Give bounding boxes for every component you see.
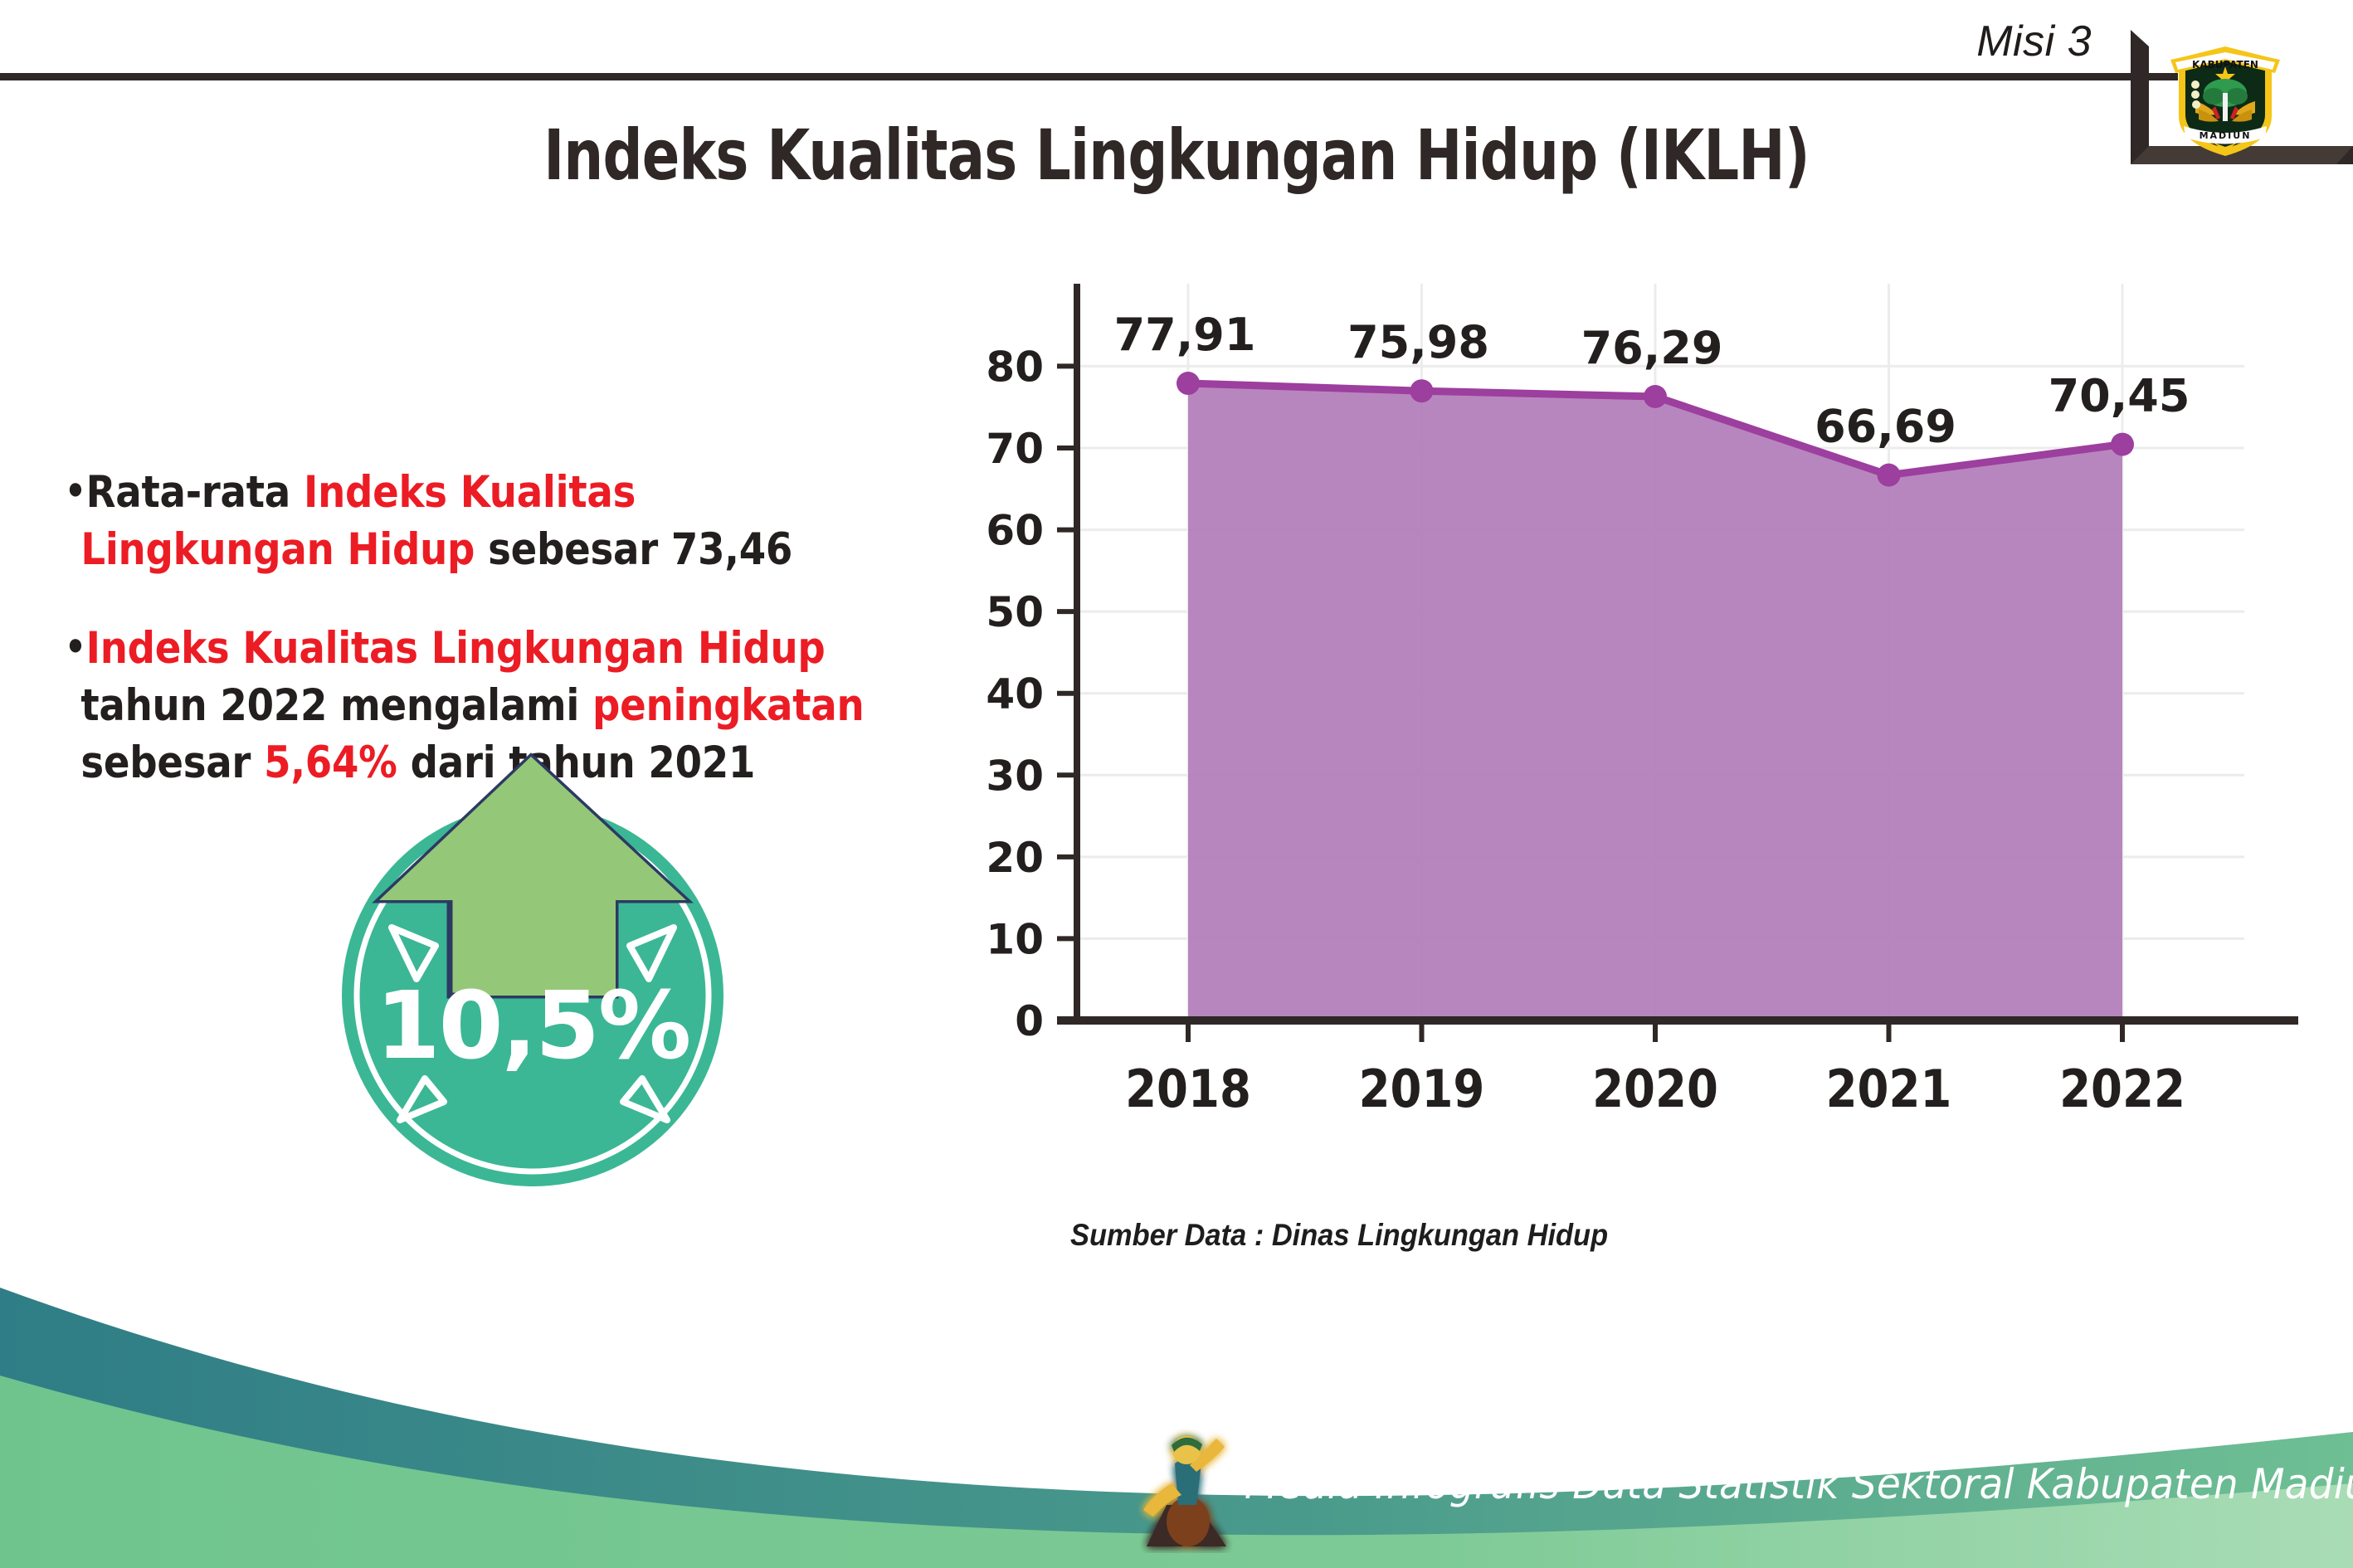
x-axis-label: 2022 bbox=[2059, 1059, 2185, 1119]
data-point-label: 70,45 bbox=[2049, 370, 2190, 422]
y-axis-label: 30 bbox=[986, 752, 1044, 800]
data-point-marker[interactable] bbox=[1644, 384, 1667, 408]
data-point-marker[interactable] bbox=[1410, 379, 1434, 403]
data-point-label: 77,91 bbox=[1114, 309, 1256, 361]
data-point-label: 66,69 bbox=[1815, 401, 1956, 453]
area-fill bbox=[1188, 383, 2122, 1020]
x-axis-label: 2018 bbox=[1125, 1059, 1251, 1119]
x-axis-label: 2019 bbox=[1359, 1059, 1485, 1119]
badge-graphic bbox=[342, 752, 723, 1186]
data-point-marker[interactable] bbox=[1877, 463, 1901, 487]
footer-wave-bottom bbox=[0, 1376, 2353, 1568]
y-axis-label: 20 bbox=[986, 834, 1044, 882]
data-point-label: 76,29 bbox=[1581, 322, 1723, 374]
y-axis-label: 60 bbox=[986, 507, 1044, 555]
bullet-text-growth: Indeks Kualitas Lingkungan Hidup tahun 2… bbox=[80, 622, 865, 788]
logo-top-text: KABUPATEN bbox=[2192, 59, 2258, 71]
chart-source-note: Sumber Data : Dinas Lingkungan Hidup bbox=[1070, 1218, 1609, 1252]
y-axis-label: 80 bbox=[986, 343, 1044, 391]
bullet-dot-icon: • bbox=[65, 468, 86, 514]
badge-percent-value: 10,5% bbox=[375, 972, 692, 1080]
bullet-item-growth: •Indeks Kualitas Lingkungan Hidup tahun … bbox=[65, 621, 883, 792]
footer-caption: Media Infografis Data Statistik Sektoral… bbox=[1245, 1460, 2353, 1508]
bullet-dot-icon: • bbox=[65, 624, 86, 670]
footer-wave bbox=[0, 1288, 2353, 1568]
y-axis-label: 10 bbox=[986, 915, 1044, 963]
x-axis-label: 2020 bbox=[1592, 1059, 1718, 1119]
bullet-text-average: Rata-rata Indeks Kualitas Lingkungan Hid… bbox=[80, 467, 793, 575]
badge-corner-triangles-icon bbox=[388, 924, 677, 1123]
x-axis-label: 2021 bbox=[1826, 1059, 1952, 1119]
bullet-list: •Rata-rata Indeks Kualitas Lingkungan Hi… bbox=[65, 465, 994, 833]
data-point-label: 75,98 bbox=[1347, 316, 1489, 368]
y-axis-label: 50 bbox=[986, 588, 1044, 636]
kabupaten-madiun-logo-icon: KABUPATEN MADIUN bbox=[2170, 46, 2280, 156]
statistics-figure-icon bbox=[1143, 1436, 1226, 1546]
page-title: Indeks Kualitas Lingkungan Hidup (IKLH) bbox=[543, 114, 1810, 196]
data-point-marker[interactable] bbox=[2111, 432, 2134, 456]
logo-bracket-frame bbox=[2131, 30, 2353, 164]
logo-bottom-text: MADIUN bbox=[2200, 130, 2252, 141]
growth-badge: 10,5% bbox=[309, 730, 757, 1195]
y-axis-label: 40 bbox=[986, 670, 1044, 718]
chart-canvas: 77,91 75,98 76,29 66,69 70,45 0 10 20 30 40 50 60 70… bbox=[986, 284, 2298, 1119]
header-divider-line bbox=[0, 73, 2178, 80]
iklh-area-chart: 77,91 75,98 76,29 66,69 70,45 0 10 20 30 40 50 60 70… bbox=[954, 274, 2298, 1178]
bullet-item-average: •Rata-rata Indeks Kualitas Lingkungan Hi… bbox=[65, 465, 883, 579]
misi-label: Misi 3 bbox=[1976, 17, 2092, 66]
data-point-marker[interactable] bbox=[1176, 372, 1200, 396]
y-axis-label: 70 bbox=[986, 425, 1044, 473]
y-axis-label: 0 bbox=[1015, 997, 1044, 1045]
